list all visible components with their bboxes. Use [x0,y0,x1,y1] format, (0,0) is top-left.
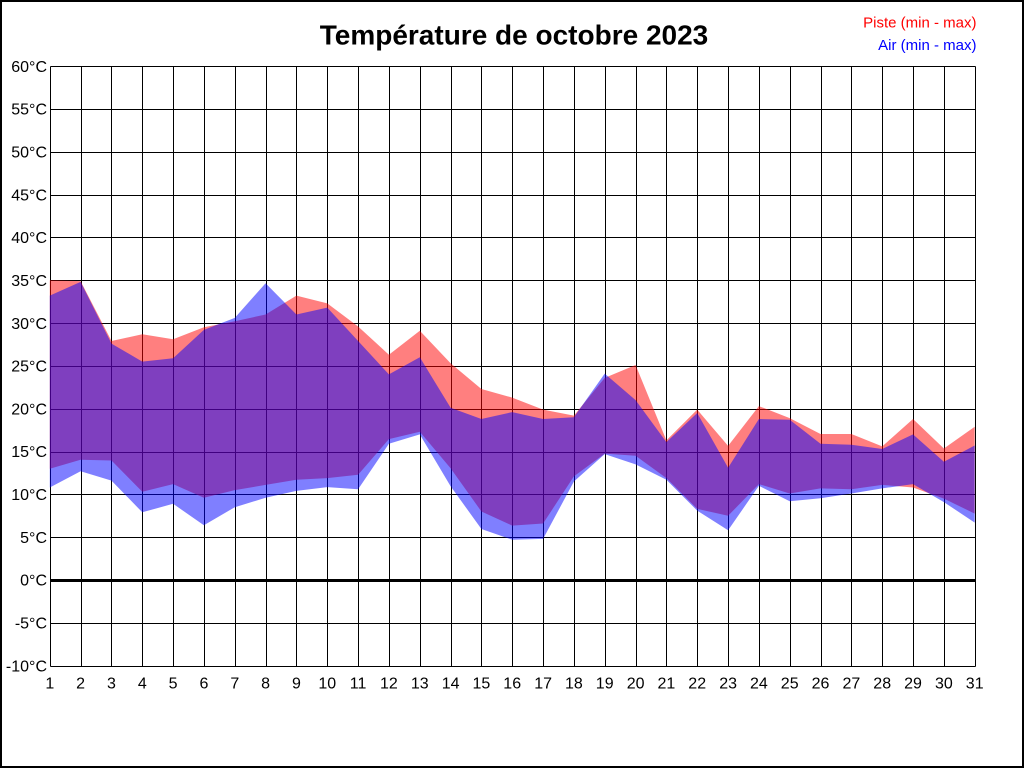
svg-text:18: 18 [565,676,583,693]
svg-text:-10°C: -10°C [6,658,47,675]
svg-text:31: 31 [966,676,984,693]
svg-text:11: 11 [350,676,367,693]
svg-text:3: 3 [107,676,116,693]
svg-text:35°C: 35°C [11,273,47,290]
svg-text:22: 22 [688,676,706,693]
svg-text:5: 5 [169,676,178,693]
svg-text:45°C: 45°C [11,187,47,204]
svg-text:55°C: 55°C [11,102,47,119]
svg-text:14: 14 [442,676,460,693]
svg-text:0°C: 0°C [20,573,47,590]
svg-text:27: 27 [843,676,861,693]
svg-text:17: 17 [534,676,552,693]
svg-text:7: 7 [230,676,239,693]
svg-text:-5°C: -5°C [15,616,47,633]
svg-text:50°C: 50°C [11,144,47,161]
svg-text:2: 2 [76,676,85,693]
svg-text:25°C: 25°C [11,359,47,376]
svg-text:20°C: 20°C [11,401,47,418]
svg-text:5°C: 5°C [20,530,47,547]
svg-text:23: 23 [719,676,737,693]
svg-text:40°C: 40°C [11,230,47,247]
svg-text:Piste (min - max): Piste (min - max) [863,15,976,32]
svg-text:29: 29 [904,676,922,693]
svg-text:24: 24 [750,676,768,693]
svg-text:4: 4 [138,676,147,693]
svg-text:12: 12 [380,676,398,693]
svg-text:15: 15 [473,676,491,693]
svg-text:60°C: 60°C [11,59,47,76]
svg-text:Température de octobre 2023: Température de octobre 2023 [320,20,709,51]
svg-text:15°C: 15°C [11,444,47,461]
svg-text:8: 8 [261,676,270,693]
svg-text:6: 6 [199,676,208,693]
svg-text:30°C: 30°C [11,316,47,333]
svg-text:21: 21 [658,676,676,693]
svg-text:Air (min - max): Air (min - max) [878,37,976,54]
svg-text:20: 20 [627,676,645,693]
svg-text:25: 25 [781,676,799,693]
svg-text:9: 9 [292,676,301,693]
svg-text:26: 26 [812,676,830,693]
svg-text:19: 19 [596,676,614,693]
svg-text:13: 13 [411,676,429,693]
svg-text:10: 10 [318,676,336,693]
svg-text:28: 28 [873,676,891,693]
svg-text:30: 30 [935,676,953,693]
svg-text:1: 1 [45,676,54,693]
svg-text:10°C: 10°C [11,487,47,504]
svg-text:16: 16 [503,676,521,693]
